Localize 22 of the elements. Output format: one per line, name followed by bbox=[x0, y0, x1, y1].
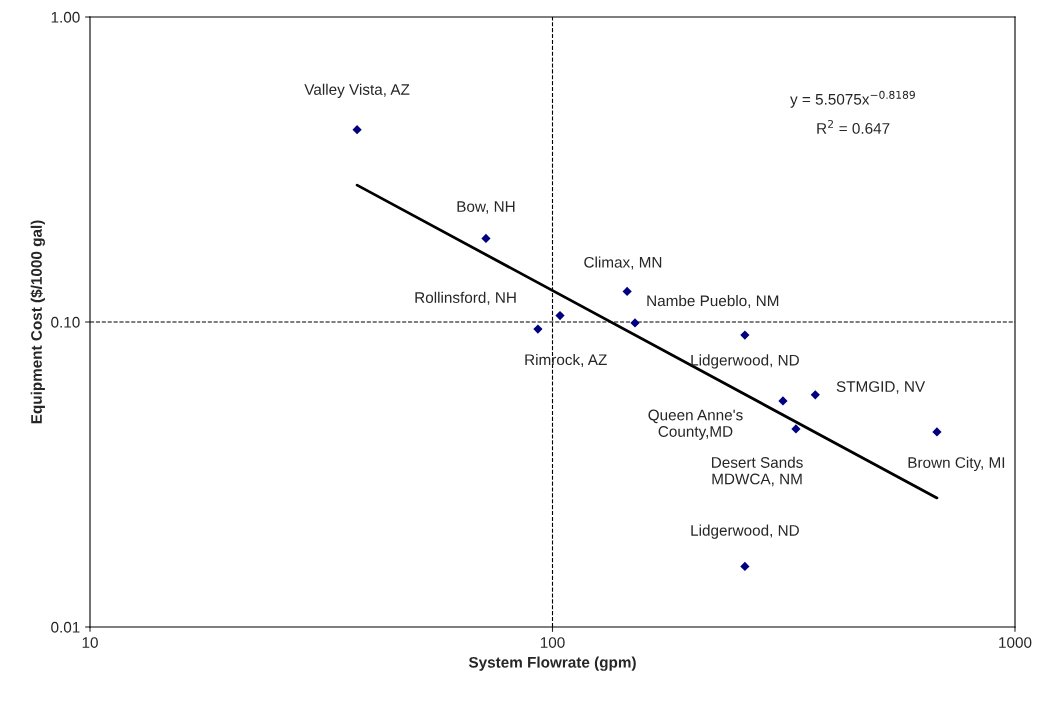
x-axis-title: System Flowrate (gpm) bbox=[468, 656, 636, 671]
y-tick-label: 0.01 bbox=[51, 621, 80, 633]
annotation: Nambe Pueblo, NM bbox=[647, 294, 779, 308]
annotation: Bow, NH bbox=[457, 201, 515, 214]
y-tick-label: 1.00 bbox=[51, 11, 80, 23]
annotation: Valley Vista, AZ bbox=[304, 83, 410, 98]
annotation: Rollinsford, NH bbox=[415, 291, 516, 305]
y-axis-title: Equipment Cost ($/1000 gal) bbox=[30, 220, 45, 424]
annotation: R$^{2}$ = 0.647 bbox=[817, 119, 890, 134]
annotation: Queen Anne's County,MD bbox=[648, 409, 743, 440]
x-tick-label: 1000 bbox=[999, 637, 1032, 648]
x-tick-label: 10 bbox=[82, 637, 98, 648]
annotation: Brown City, MI bbox=[908, 456, 1005, 472]
annotation: STMGID, NV bbox=[836, 381, 926, 394]
annotation: Lidgerwood, ND bbox=[691, 354, 799, 369]
annotation: Rimrock, AZ bbox=[525, 353, 607, 367]
annotation: y = 5.5075x$^{−0.8189}$ bbox=[790, 90, 915, 108]
annotation: Lidgerwood, ND bbox=[691, 524, 799, 539]
x-tick-label: 100 bbox=[540, 637, 565, 648]
annotation: Climax, MN bbox=[584, 256, 662, 270]
y-tick-label: 0.10 bbox=[51, 316, 80, 328]
annotation: Desert Sands MDWCA, NM bbox=[712, 456, 803, 487]
